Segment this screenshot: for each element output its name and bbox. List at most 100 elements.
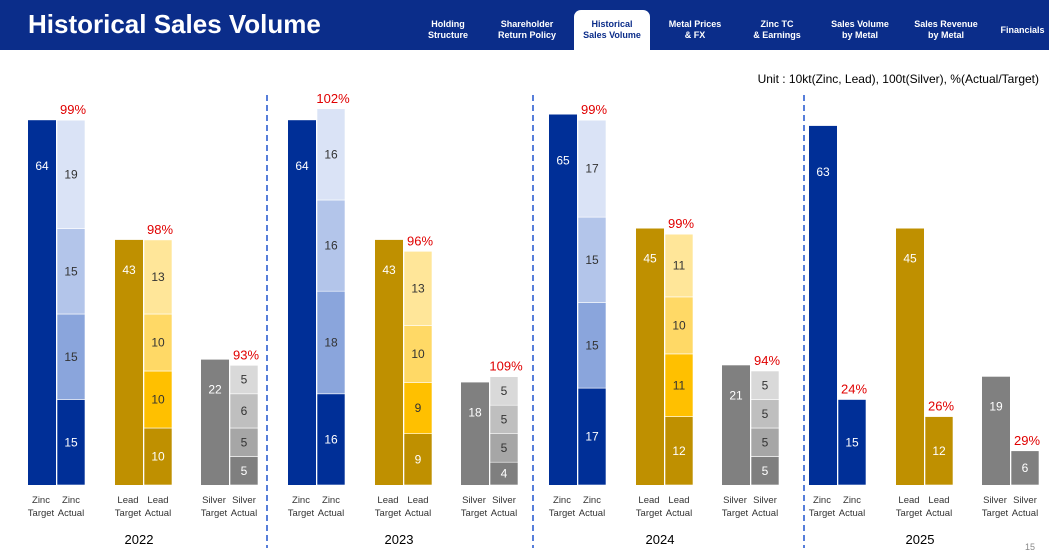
lead-actual-label-line2-2024: Actual: [666, 508, 692, 519]
silver-pct-label-2023: 109%: [489, 359, 523, 374]
silver-target-value-2024: 21: [729, 388, 743, 402]
lead-actual-value-2024-1: 12: [672, 444, 686, 458]
lead-target-label-line1-2023: Lead: [377, 495, 398, 506]
zinc-pct-label-2023: 102%: [316, 91, 350, 106]
silver-target-label-line2-2023: Target: [461, 508, 488, 519]
silver-actual-label-line1-2024: Silver: [753, 495, 777, 506]
silver-pct-label-2025: 29%: [1014, 433, 1040, 448]
zinc-actual-value-2025-1: 15: [845, 435, 859, 449]
silver-target-label-line2-2024: Target: [722, 508, 749, 519]
lead-actual-segment-2022-3: [143, 313, 173, 372]
tab-financials[interactable]: Financials: [1000, 24, 1045, 35]
page-title: Historical Sales Volume: [28, 9, 321, 39]
zinc-actual-value-2023-3: 16: [324, 239, 338, 253]
zinc-actual-segment-2022-3: [56, 228, 86, 315]
zinc-actual-segment-2023-2: [316, 290, 346, 395]
lead-actual-segment-2022-1: [143, 427, 173, 486]
lead-target-label-line2-2022: Target: [115, 508, 142, 519]
zinc-target-label-line2-2024: Target: [549, 508, 576, 519]
lead-target-value-2023: 43: [382, 263, 396, 277]
lead-target-value-2022: 43: [122, 263, 136, 277]
lead-actual-value-2022-2: 10: [151, 393, 165, 407]
zinc-target-bar-2022: [28, 120, 56, 485]
silver-actual-value-2022-4: 5: [241, 373, 248, 387]
silver-actual-value-2024-4: 5: [762, 378, 769, 392]
silver-actual-segment-2022-2: [229, 427, 259, 457]
lead-pct-label-2024: 99%: [668, 216, 694, 231]
silver-actual-value-2025-1: 6: [1022, 461, 1029, 475]
zinc-actual-label-line2-2025: Actual: [839, 508, 865, 519]
silver-target-label-line2-2022: Target: [201, 508, 228, 519]
tab-historical-sales-volume[interactable]: Historical Sales Volume: [574, 10, 650, 50]
lead-target-label-line1-2024: Lead: [638, 495, 659, 506]
tab-metal-prices-fx[interactable]: Metal Prices & FX: [668, 19, 722, 40]
lead-actual-value-2024-3: 10: [672, 318, 686, 332]
silver-actual-value-2023-4: 5: [501, 384, 508, 398]
zinc-actual-value-2024-4: 17: [585, 162, 599, 176]
silver-actual-segment-2024-2: [750, 427, 780, 457]
lead-actual-label-line1-2022: Lead: [147, 495, 168, 506]
zinc-target-value-2023: 64: [295, 159, 309, 173]
zinc-actual-label-line2-2023: Actual: [318, 508, 344, 519]
lead-actual-value-2023-2: 9: [415, 401, 422, 415]
silver-actual-segment-2023-4: [489, 376, 519, 406]
silver-actual-segment-2024-1: [750, 456, 780, 486]
zinc-target-label-line2-2023: Target: [288, 508, 315, 519]
lead-actual-label-line2-2025: Actual: [926, 508, 952, 519]
lead-actual-value-2023-4: 13: [411, 281, 425, 295]
silver-target-label-line2-2025: Target: [982, 508, 1009, 519]
zinc-actual-value-2022-3: 15: [64, 264, 78, 278]
zinc-target-value-2025: 63: [816, 165, 830, 179]
zinc-pct-label-2024: 99%: [581, 102, 607, 117]
zinc-pct-label-2022: 99%: [60, 102, 86, 117]
lead-target-label-line2-2023: Target: [375, 508, 402, 519]
lead-actual-label-line2-2022: Actual: [145, 508, 171, 519]
zinc-target-label-line2-2022: Target: [28, 508, 55, 519]
zinc-actual-value-2024-1: 17: [585, 430, 599, 444]
lead-actual-value-2024-2: 11: [673, 378, 686, 392]
silver-target-bar-2025: [982, 376, 1010, 485]
silver-pct-label-2024: 94%: [754, 353, 780, 368]
silver-target-value-2022: 22: [208, 383, 222, 397]
zinc-actual-segment-2023-1: [316, 393, 346, 486]
zinc-actual-segment-2022-4: [56, 119, 86, 229]
zinc-actual-value-2024-2: 15: [585, 338, 599, 352]
silver-actual-value-2024-2: 5: [762, 435, 769, 449]
lead-target-label-line2-2024: Target: [636, 508, 663, 519]
tab-sales-revenue-by-metal[interactable]: Sales Revenue by Metal: [914, 19, 978, 40]
lead-pct-label-2022: 98%: [147, 222, 173, 237]
lead-target-bar-2022: [115, 239, 143, 485]
silver-actual-label-line2-2023: Actual: [491, 508, 517, 519]
zinc-actual-label-line1-2025: Zinc: [843, 495, 861, 506]
lead-actual-label-line1-2025: Lead: [928, 495, 949, 506]
silver-actual-value-2023-3: 5: [501, 412, 508, 426]
tab-sales-volume-by-metal[interactable]: Sales Volume by Metal: [831, 19, 889, 40]
zinc-target-label-line1-2022: Zinc: [32, 495, 50, 506]
zinc-target-label-line1-2025: Zinc: [813, 495, 831, 506]
silver-actual-segment-2024-3: [750, 399, 780, 429]
year-label-2023: 2023: [385, 532, 414, 547]
zinc-actual-segment-2024-4: [577, 119, 607, 218]
silver-target-bar-2024: [722, 365, 750, 485]
lead-target-label-line1-2022: Lead: [117, 495, 138, 506]
zinc-actual-label-line1-2023: Zinc: [322, 495, 340, 506]
zinc-actual-value-2022-1: 15: [64, 435, 78, 449]
year-label-2025: 2025: [906, 532, 935, 547]
tab-holding-structure[interactable]: Holding Structure: [427, 19, 468, 40]
silver-target-bar-2022: [201, 359, 229, 485]
tab-zinc-tc-earnings[interactable]: Zinc TC & Earnings: [753, 19, 801, 40]
silver-actual-label-line1-2023: Silver: [492, 495, 516, 506]
zinc-actual-value-2022-4: 19: [64, 167, 78, 181]
tab-shareholder-return[interactable]: Shareholder Return Policy: [497, 19, 556, 40]
silver-actual-label-line1-2025: Silver: [1013, 495, 1037, 506]
silver-actual-segment-2025-1: [1010, 450, 1040, 486]
lead-actual-label-line2-2023: Actual: [405, 508, 431, 519]
silver-pct-label-2022: 93%: [233, 347, 259, 362]
lead-actual-segment-2023-4: [403, 251, 433, 326]
zinc-actual-value-2022-2: 15: [64, 350, 78, 364]
year-label-2022: 2022: [125, 532, 154, 547]
zinc-target-bar-2023: [288, 120, 316, 485]
zinc-target-value-2022: 64: [35, 159, 49, 173]
unit-note: Unit : 10kt(Zinc, Lead), 100t(Silver), %…: [757, 72, 1039, 86]
